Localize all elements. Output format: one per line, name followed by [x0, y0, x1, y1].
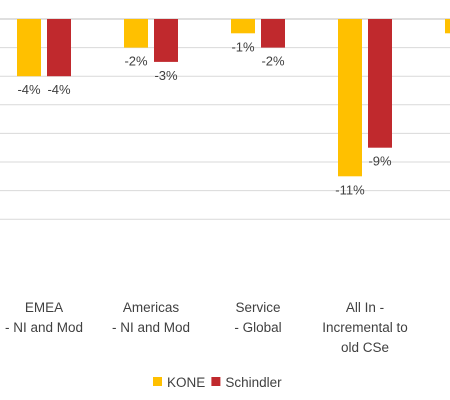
bars — [17, 19, 450, 177]
category-label-3: Service - Global — [234, 300, 281, 335]
data-label-kone-1: -4% — [17, 82, 41, 97]
bar-kone-2 — [124, 19, 148, 48]
bar-kone-1 — [17, 19, 41, 77]
legend: KONE Schindler — [153, 375, 282, 390]
bar-schindler-3 — [261, 19, 285, 48]
data-labels: -4%-4%-2%-3%-1%-2%-11%-9%-1 — [17, 39, 392, 197]
data-label-schindler-1: -4% — [47, 82, 71, 97]
data-label-schindler-3: -2% — [261, 54, 285, 69]
category-label-1: EMEA - NI and Mod — [5, 300, 83, 335]
bar-kone-3 — [231, 19, 255, 34]
bar-schindler-2 — [154, 19, 178, 62]
legend-swatch-schindler — [211, 377, 221, 386]
bar-schindler-4 — [368, 19, 392, 148]
bar-kone-4 — [338, 19, 362, 177]
category-labels: EMEA - NI and Mod Americas - NI and Mod Serv… — [5, 300, 408, 355]
data-label-kone-2: -2% — [124, 54, 148, 69]
legend-label-kone: KONE — [167, 375, 205, 390]
legend-label-schindler: Schindler — [225, 375, 282, 390]
data-label-kone-4: -11% — [335, 182, 365, 197]
data-label-schindler-4: -9% — [368, 154, 392, 169]
category-label-4: All In -Incremental to old CSe — [322, 300, 408, 355]
category-label-2: Americas - NI and Mod — [112, 300, 190, 335]
legend-swatch-kone — [153, 377, 162, 386]
grid — [0, 18, 450, 220]
data-label-kone-3: -1% — [231, 39, 255, 54]
bar-schindler-1 — [47, 19, 71, 77]
data-label-schindler-2: -3% — [154, 68, 178, 83]
bar-kone-5 — [445, 19, 450, 34]
